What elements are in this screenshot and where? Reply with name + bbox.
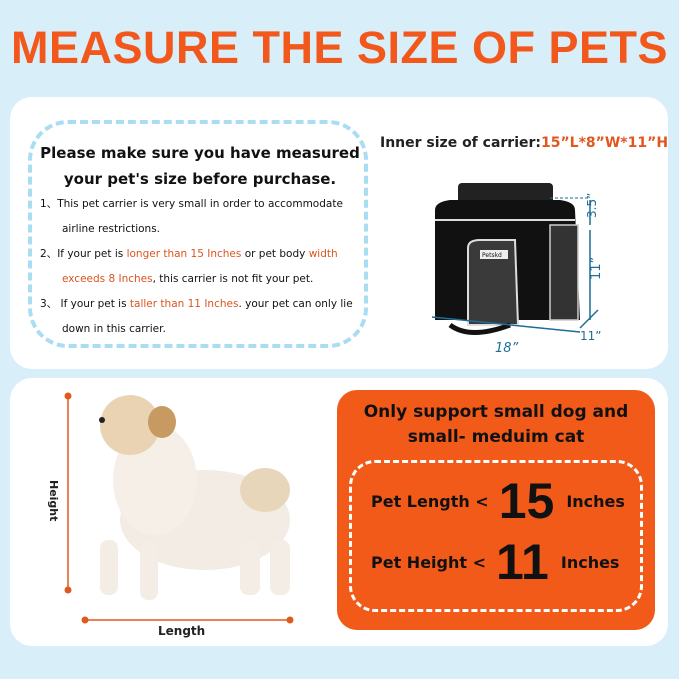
notice-item: 3、 If your pet is taller than 11 Inches.… [40, 298, 353, 335]
length-label: Length [158, 624, 205, 638]
height-label: Height [47, 480, 60, 521]
height-limit: Pet Height <11 Inches [371, 534, 620, 590]
inner-dashed-frame [349, 460, 643, 612]
page-title: MEASURE THE SIZE OF PETS [10, 22, 669, 73]
dashed-frame [28, 120, 368, 348]
dim-top: 3.5” [585, 193, 599, 218]
notice-heading: Please make sure you have measured your … [40, 144, 360, 188]
inner-size: Inner size of carrier:15”L*8”W*11”H [380, 135, 669, 151]
notice-text: Please make sure you have measured your … [40, 140, 360, 342]
length-limit: Pet Length <15 Inches [371, 473, 625, 529]
dim-length: 18” [495, 341, 519, 355]
notice-item: 1、This pet carrier is very small in orde… [40, 198, 343, 235]
dim-height: 11” [589, 257, 604, 280]
carrier-image: Petskd 3.5” 11” 11” 18” [431, 183, 604, 355]
svg-text:Petskd: Petskd [482, 252, 502, 259]
dim-depth: 11” [580, 329, 602, 343]
support-heading: Only support small dog and small- meduim… [363, 402, 629, 447]
size-limit-box: Only support small dog and small- meduim… [337, 390, 655, 630]
notice-item: 2、If your pet is longer than 15 Inches o… [40, 248, 338, 285]
dog-image: Height Length [47, 392, 294, 638]
